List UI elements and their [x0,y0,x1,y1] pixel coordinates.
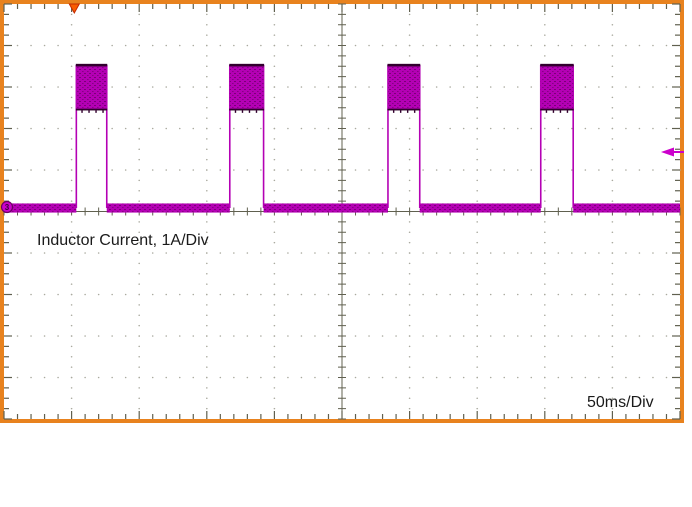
timebase-label: 50ms/Div [587,394,654,411]
waveform-trace [4,63,680,213]
oscilloscope-screen: 3 Inductor Current, 1A/Div 50ms/Div [0,0,684,423]
scope-graticule-and-trace: 3 [0,3,684,420]
border-ticks [3,3,681,420]
trace-label: Inductor Current, 1A/Div [37,232,209,249]
trigger-level-arrow-icon [661,147,684,157]
channel-ground-marker: 3 [0,200,14,214]
trigger-position-marker-icon [68,3,81,15]
svg-text:3: 3 [5,203,10,212]
graticule [16,13,681,410]
